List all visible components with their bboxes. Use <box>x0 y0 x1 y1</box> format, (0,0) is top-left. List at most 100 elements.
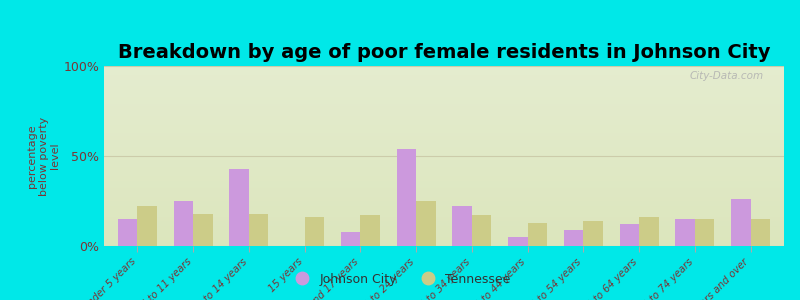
Bar <box>104 71 784 73</box>
Bar <box>104 50 784 52</box>
Bar <box>305 217 324 246</box>
Y-axis label: percentage
below poverty
level: percentage below poverty level <box>27 116 61 196</box>
Bar <box>230 169 249 246</box>
Bar <box>104 206 784 208</box>
Bar <box>104 143 784 145</box>
Bar <box>104 26 784 28</box>
Bar <box>104 125 784 127</box>
Bar <box>528 223 547 246</box>
Bar <box>104 48 784 50</box>
Bar <box>104 115 784 116</box>
Bar <box>104 147 784 149</box>
Bar <box>341 232 360 246</box>
Bar <box>104 30 784 32</box>
Bar <box>104 14 784 16</box>
Bar <box>619 224 639 246</box>
Bar <box>104 100 784 102</box>
Bar <box>104 46 784 48</box>
Bar <box>104 66 784 68</box>
Bar <box>564 230 583 246</box>
Bar <box>583 221 603 246</box>
Bar <box>104 127 784 129</box>
Bar <box>104 68 784 70</box>
Bar <box>104 43 784 44</box>
Text: City-Data.com: City-Data.com <box>690 71 763 81</box>
Bar <box>104 190 784 192</box>
Bar <box>193 214 213 246</box>
Bar <box>104 122 784 124</box>
Bar <box>104 170 784 172</box>
Bar <box>104 230 784 232</box>
Bar <box>104 196 784 197</box>
Bar <box>104 232 784 233</box>
Bar <box>104 214 784 215</box>
Bar <box>750 219 770 246</box>
Bar <box>104 208 784 210</box>
Bar <box>104 53 784 55</box>
Bar <box>104 97 784 98</box>
Bar <box>104 239 784 241</box>
Bar <box>104 44 784 46</box>
Bar <box>104 215 784 217</box>
Bar <box>104 64 784 66</box>
Bar <box>249 214 269 246</box>
Bar <box>104 210 784 212</box>
Bar <box>104 61 784 62</box>
Bar <box>104 244 784 246</box>
Bar <box>104 197 784 199</box>
Bar <box>104 233 784 235</box>
Bar <box>104 219 784 221</box>
Bar <box>104 165 784 167</box>
Bar <box>104 212 784 214</box>
Bar <box>104 86 784 88</box>
Bar <box>104 116 784 118</box>
Bar <box>104 55 784 57</box>
Bar <box>104 158 784 160</box>
Bar <box>104 104 784 106</box>
Bar <box>104 149 784 151</box>
Bar <box>639 217 658 246</box>
Bar <box>104 59 784 61</box>
Bar <box>675 219 695 246</box>
Bar <box>508 237 528 246</box>
Bar <box>397 149 416 246</box>
Bar <box>104 32 784 34</box>
Bar <box>104 205 784 206</box>
Bar <box>104 217 784 219</box>
Bar <box>104 75 784 77</box>
Bar <box>104 95 784 97</box>
Bar <box>104 16 784 17</box>
Bar <box>104 120 784 122</box>
Bar <box>104 52 784 53</box>
Bar <box>360 215 380 246</box>
Bar <box>104 221 784 223</box>
Bar <box>104 223 784 224</box>
Bar <box>104 138 784 140</box>
Bar <box>452 206 472 246</box>
Bar <box>104 179 784 181</box>
Bar <box>104 80 784 82</box>
Bar <box>104 242 784 244</box>
Bar <box>104 25 784 26</box>
Bar <box>104 8 784 10</box>
Bar <box>104 107 784 109</box>
Bar <box>104 181 784 183</box>
Bar <box>104 154 784 156</box>
Bar <box>104 183 784 185</box>
Bar <box>104 84 784 86</box>
Bar <box>104 241 784 242</box>
Bar <box>104 145 784 147</box>
Bar <box>104 5 784 7</box>
Bar <box>104 156 784 158</box>
Bar <box>104 124 784 125</box>
Bar <box>104 235 784 237</box>
Bar <box>104 136 784 138</box>
Bar <box>104 39 784 41</box>
Bar <box>104 140 784 142</box>
Bar <box>104 34 784 35</box>
Bar <box>138 206 157 246</box>
Bar <box>104 102 784 104</box>
Bar <box>695 219 714 246</box>
Bar <box>104 41 784 43</box>
Title: Breakdown by age of poor female residents in Johnson City: Breakdown by age of poor female resident… <box>118 43 770 62</box>
